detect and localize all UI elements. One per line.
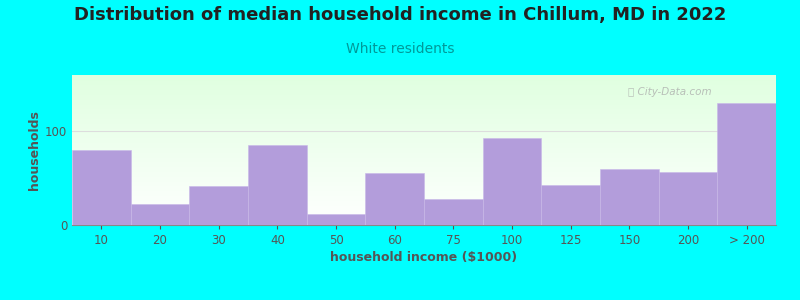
Bar	[718, 103, 776, 225]
Y-axis label: households: households	[28, 110, 41, 190]
Bar	[130, 204, 190, 225]
Bar	[72, 150, 130, 225]
Bar	[306, 214, 366, 225]
Bar	[542, 185, 600, 225]
Bar	[248, 145, 306, 225]
Text: White residents: White residents	[346, 42, 454, 56]
Text: ⓘ City-Data.com: ⓘ City-Data.com	[628, 87, 712, 97]
X-axis label: household income ($1000): household income ($1000)	[330, 251, 518, 264]
Bar	[190, 186, 248, 225]
Bar	[366, 173, 424, 225]
Bar	[482, 138, 542, 225]
Bar	[600, 169, 658, 225]
Bar	[424, 199, 482, 225]
Text: Distribution of median household income in Chillum, MD in 2022: Distribution of median household income …	[74, 6, 726, 24]
Bar	[658, 172, 718, 225]
